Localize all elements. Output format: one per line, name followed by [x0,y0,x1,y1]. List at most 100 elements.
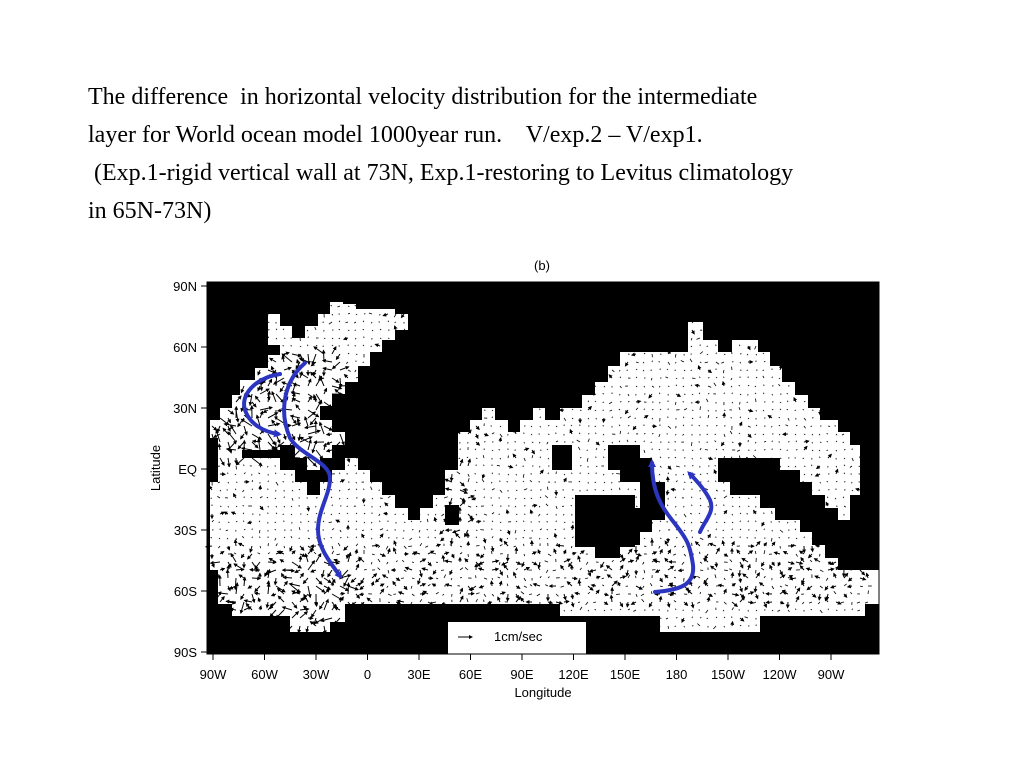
velocity-vector [515,489,518,492]
plot-frame [206,281,880,655]
velocity-vector [219,457,225,466]
velocity-vector [491,472,494,475]
velocity-vector [570,524,575,531]
velocity-vector [331,313,334,316]
velocity-vector [257,385,262,392]
velocity-vector [538,505,541,508]
velocity-vector [595,447,598,451]
velocity-vector [241,536,245,539]
velocity-vector [274,312,277,315]
velocity-vector [763,601,767,609]
velocity-vector [338,497,341,500]
velocity-vector [354,369,357,373]
velocity-vector [833,572,837,579]
velocity-vector [331,346,337,355]
velocity-vector [439,529,445,535]
velocity-vector [267,560,277,565]
velocity-vector [762,591,765,595]
velocity-vector [343,577,349,587]
velocity-vector [531,503,538,508]
velocity-vector [323,337,326,340]
velocity-vector [762,369,765,371]
velocity-vector [392,547,397,555]
velocity-vector [294,569,301,573]
velocity-vector [586,457,589,462]
velocity-vector [323,488,326,491]
velocity-vector [778,384,781,387]
velocity-vector [673,600,677,603]
velocity-vector [315,400,322,411]
velocity-vector [835,433,838,436]
velocity-vector [227,521,230,524]
velocity-vector [346,497,349,500]
velocity-vector [697,601,701,604]
velocity-vector [501,561,509,566]
velocity-vector [347,329,350,332]
velocity-vector [817,601,821,605]
velocity-vector [650,377,653,381]
velocity-vector [259,529,261,534]
velocity-vector [795,449,798,451]
velocity-vector [563,473,566,476]
velocity-vector [282,481,285,483]
velocity-vector [515,473,517,476]
velocity-vector [754,496,757,499]
velocity-vector [434,513,437,516]
velocity-vector [694,541,701,547]
velocity-vector [491,409,494,412]
velocity-vector [755,572,761,579]
velocity-vector [444,583,453,588]
velocity-vector [600,561,605,569]
velocity-vector [677,568,685,573]
velocity-vector [514,505,517,508]
velocity-vector [642,361,645,364]
velocity-vector [545,569,549,574]
velocity-vector [801,581,805,587]
velocity-vector [715,616,718,619]
velocity-vector [753,601,757,604]
velocity-vector [307,439,312,451]
velocity-vector [283,337,286,339]
velocity-vector [393,540,398,547]
velocity-vector [827,453,832,459]
velocity-vector [683,529,686,532]
velocity-vector [449,569,454,576]
velocity-vector [667,565,675,571]
velocity-vector [331,603,337,611]
velocity-vector [834,497,837,500]
velocity-vector [459,567,464,571]
velocity-vector [240,446,253,451]
y-axis-label: Latitude [148,445,163,491]
velocity-vector [523,447,530,452]
velocity-vector [274,497,277,500]
velocity-vector [570,601,575,608]
velocity-vector [723,353,726,356]
velocity-vector [422,590,429,595]
velocity-vector [699,361,702,364]
velocity-vector [339,433,345,446]
velocity-vector [307,548,314,555]
velocity-vector [659,537,662,539]
velocity-vector [507,455,509,459]
velocity-vector [282,575,293,580]
velocity-vector [707,456,714,461]
velocity-vector [650,528,653,531]
velocity-vector [824,597,829,603]
velocity-vector [819,585,823,589]
velocity-vector [635,480,637,483]
velocity-vector [546,528,549,531]
velocity-vector [286,625,293,633]
velocity-vector [579,606,583,611]
velocity-vector [798,550,805,555]
velocity-vector [520,591,525,595]
velocity-vector [611,559,614,563]
velocity-vector [267,455,274,459]
velocity-vector [668,583,677,588]
velocity-vector [706,596,711,603]
velocity-vector [377,567,381,571]
velocity-vector [739,416,742,419]
velocity-vector [696,337,701,340]
velocity-vector [539,408,541,411]
velocity-vector [703,557,709,563]
velocity-vector [658,545,661,549]
